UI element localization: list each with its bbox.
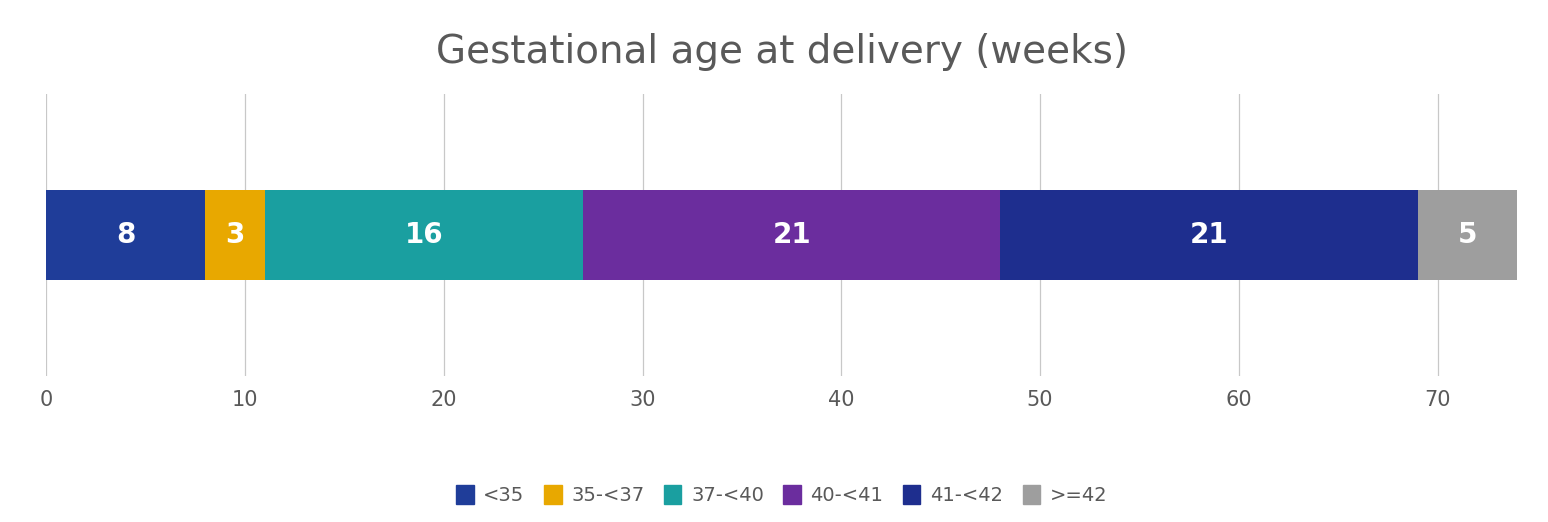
Text: 21: 21 xyxy=(1190,221,1228,249)
Text: 16: 16 xyxy=(404,221,443,249)
Bar xyxy=(1000,190,1418,280)
Bar xyxy=(206,190,265,280)
Bar xyxy=(265,190,584,280)
Text: 8: 8 xyxy=(116,221,136,249)
Bar xyxy=(584,190,1000,280)
Bar xyxy=(1418,190,1517,280)
Text: 5: 5 xyxy=(1458,221,1477,249)
Legend: <35, 35-<37, 37-<40, 40-<41, 41-<42, >=42: <35, 35-<37, 37-<40, 40-<41, 41-<42, >=4… xyxy=(449,477,1115,513)
Text: 21: 21 xyxy=(772,221,811,249)
Bar xyxy=(46,190,206,280)
Text: 3: 3 xyxy=(226,221,245,249)
Title: Gestational age at delivery (weeks): Gestational age at delivery (weeks) xyxy=(435,33,1128,72)
